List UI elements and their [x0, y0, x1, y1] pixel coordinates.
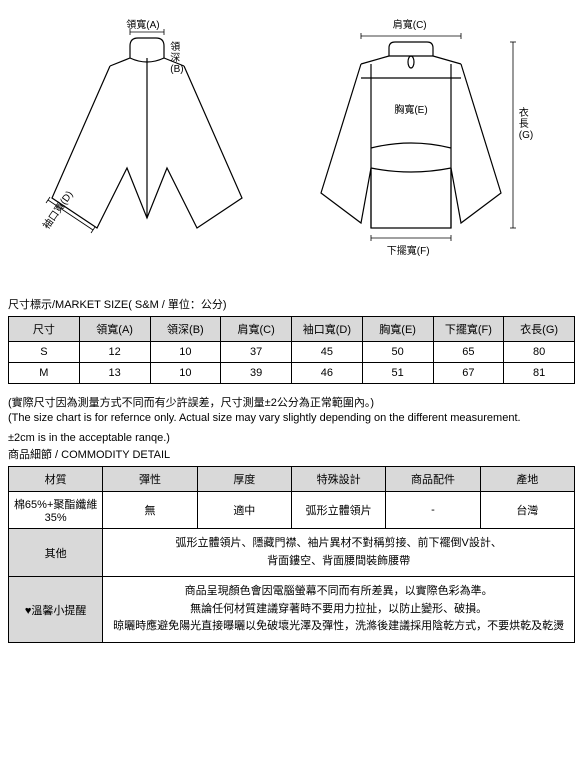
size-cell: 13	[79, 363, 150, 384]
diagram-front: 領寬(A) 領深(B) 袖口寬(D)	[42, 28, 252, 248]
size-cell: 37	[221, 342, 292, 363]
detail-cell: 棉65%+聚酯纖維35%	[9, 492, 103, 529]
note-zh: (實際尺寸因為測量方式不同而有少許誤差，尺寸測量±2公分為正常範圍內。)	[8, 394, 575, 410]
detail-cell: 弧形立體領片	[291, 492, 385, 529]
size-title: 尺寸標示/MARKET SIZE( S&M / 單位：公分)	[8, 296, 575, 312]
note-en2: ±2cm is in the acceptable ranqe.)	[8, 432, 575, 444]
size-header: 下擺寬(F)	[433, 317, 504, 342]
size-cell: S	[9, 342, 80, 363]
detail-cell: 無	[103, 492, 197, 529]
detail-header: 厚度	[197, 467, 291, 492]
warn-text: 商品呈現顏色會因電腦螢幕不同而有所差異，以實際色彩為準。無論任何材質建議穿著時不…	[103, 577, 575, 643]
size-cell: 67	[433, 363, 504, 384]
detail-header: 材質	[9, 467, 103, 492]
detail-table: 材質彈性厚度特殊設計商品配件產地 棉65%+聚酯纖維35%無適中弧形立體領片-台…	[8, 466, 575, 643]
size-header: 領深(B)	[150, 317, 221, 342]
size-cell: 81	[504, 363, 575, 384]
size-cell: 51	[362, 363, 433, 384]
diagram-back: 胸寬(E) 肩寬(C) 下擺寬(F) 衣長(G)	[301, 28, 541, 258]
size-cell: 12	[79, 342, 150, 363]
detail-header: 商品配件	[386, 467, 480, 492]
warn-label: ♥溫馨小提醒	[9, 577, 103, 643]
detail-cell: 適中	[197, 492, 291, 529]
detail-title: 商品細節 / COMMODITY DETAIL	[8, 446, 575, 462]
detail-header: 產地	[480, 467, 574, 492]
size-cell: 45	[292, 342, 363, 363]
size-header: 領寬(A)	[79, 317, 150, 342]
size-cell: 46	[292, 363, 363, 384]
svg-text:胸寬(E): 胸寬(E)	[394, 103, 427, 116]
size-header: 胸寬(E)	[362, 317, 433, 342]
size-header: 袖口寬(D)	[292, 317, 363, 342]
size-table: 尺寸領寬(A)領深(B)肩寬(C)袖口寬(D)胸寬(E)下擺寬(F)衣長(G) …	[8, 316, 575, 384]
size-cell: 10	[150, 363, 221, 384]
size-cell: 39	[221, 363, 292, 384]
note-en: (The size chart is for refernce only. Ac…	[8, 412, 575, 424]
size-cell: 50	[362, 342, 433, 363]
detail-cell: 台灣	[480, 492, 574, 529]
label-collar-width: 領寬(A)	[126, 16, 159, 31]
other-text: 弧形立體領片、隱藏門襟、袖片異材不對稱剪接、前下襬倒V設計、背面鏤空、背面腰間裝…	[103, 529, 575, 577]
size-cell: 10	[150, 342, 221, 363]
label-shoulder: 肩寬(C)	[393, 16, 427, 31]
other-label: 其他	[9, 529, 103, 577]
size-header: 肩寬(C)	[221, 317, 292, 342]
label-length: 衣長(G)	[519, 108, 533, 141]
garment-diagrams: 領寬(A) 領深(B) 袖口寬(D)	[8, 8, 575, 288]
size-cell: M	[9, 363, 80, 384]
size-cell: 80	[504, 342, 575, 363]
size-header: 尺寸	[9, 317, 80, 342]
size-cell: 65	[433, 342, 504, 363]
size-header: 衣長(G)	[504, 317, 575, 342]
detail-cell: -	[386, 492, 480, 529]
label-hem: 下擺寬(F)	[387, 242, 430, 257]
detail-header: 特殊設計	[291, 467, 385, 492]
label-collar-depth: 領深(B)	[170, 42, 183, 75]
detail-header: 彈性	[103, 467, 197, 492]
